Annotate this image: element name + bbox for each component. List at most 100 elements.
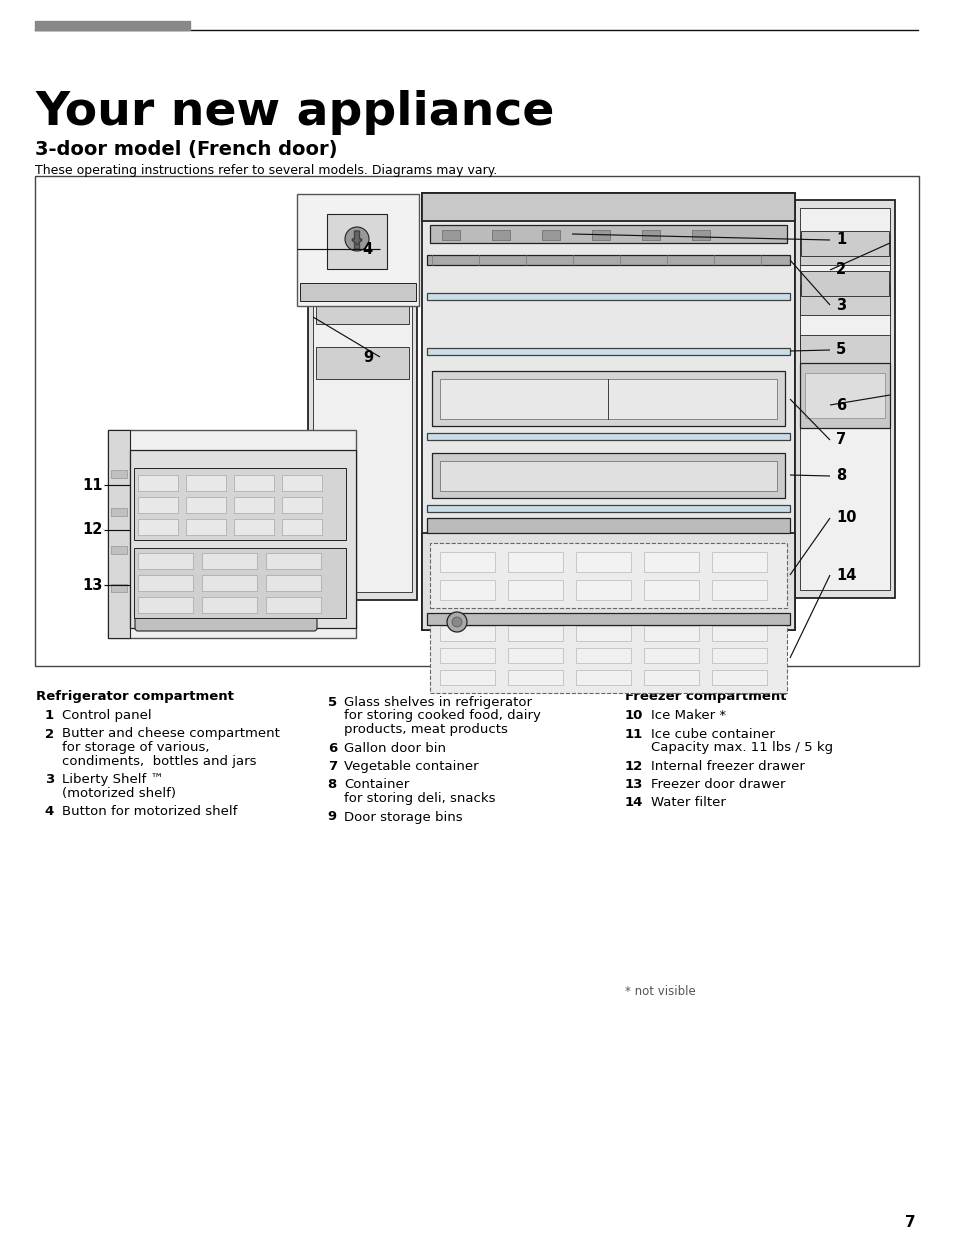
Circle shape [447,613,467,632]
Text: Refrigerator compartment: Refrigerator compartment [36,690,233,703]
Bar [576,671,630,685]
Text: Internal freezer drawer: Internal freezer drawer [650,760,804,773]
Bar [108,430,130,638]
Text: Door storage bins: Door storage bins [344,810,462,824]
Bar [430,225,786,243]
Text: 8: 8 [328,778,336,792]
Bar [427,517,789,534]
Text: 10: 10 [835,510,856,526]
Text: condiments,  bottles and jars: condiments, bottles and jars [62,755,256,767]
Text: Button for motorized shelf: Button for motorized shelf [62,805,237,818]
Bar [711,580,766,600]
Bar [111,546,127,555]
Bar [643,552,699,572]
Text: 6: 6 [835,398,845,412]
Bar [138,496,178,513]
Bar [643,580,699,600]
Circle shape [345,227,369,251]
Bar [186,519,226,535]
Bar [186,496,226,513]
Bar [35,21,190,30]
Bar [111,471,127,478]
Text: 13: 13 [83,578,103,593]
Bar [108,430,355,638]
Text: Your new appliance: Your new appliance [35,90,554,135]
Bar [800,363,889,429]
Bar [439,626,495,641]
Text: for storage of various,: for storage of various, [62,741,210,755]
Text: Ice cube container: Ice cube container [650,727,774,741]
Bar [233,519,274,535]
Text: 1: 1 [835,232,845,247]
Bar [233,496,274,513]
Bar [427,348,789,354]
Bar [266,553,320,569]
Bar [576,648,630,663]
FancyArrow shape [352,235,361,249]
Text: 3-door model (French door): 3-door model (French door) [35,140,337,159]
Bar [421,534,794,630]
Text: for storing deli, snacks: for storing deli, snacks [344,792,495,805]
Bar [507,580,562,600]
Bar [804,373,884,417]
Text: 2: 2 [45,727,54,741]
Bar [507,648,562,663]
Bar [138,519,178,535]
Bar [233,475,274,492]
Bar [138,597,193,613]
Text: products, meat products: products, meat products [344,722,507,736]
Text: 1: 1 [45,709,54,722]
Bar [800,285,889,315]
Bar [643,626,699,641]
Text: Water filter: Water filter [650,797,725,809]
Bar [576,552,630,572]
Bar [111,508,127,516]
Bar [299,283,416,301]
Bar [711,552,766,572]
Bar [130,450,355,629]
Bar [541,230,559,240]
Text: 12: 12 [83,522,103,537]
Text: 7: 7 [328,760,336,773]
Bar [427,613,789,625]
Bar [432,453,784,498]
Text: Freezer door drawer: Freezer door drawer [650,778,784,790]
Text: 11: 11 [82,478,103,493]
FancyArrow shape [352,231,361,245]
Text: 6: 6 [328,741,336,755]
Bar [439,461,776,492]
Bar [439,379,776,419]
Text: Butter and cheese compartment: Butter and cheese compartment [62,727,279,741]
Bar [315,237,409,269]
Text: Container: Container [344,778,409,792]
Bar [133,548,346,618]
Bar [800,235,889,266]
Bar [441,230,459,240]
Text: 4: 4 [45,805,54,818]
Text: Freezer compartment: Freezer compartment [624,690,785,703]
Bar [202,597,256,613]
Bar [439,671,495,685]
Bar [282,519,322,535]
Bar [296,194,418,306]
Bar [138,553,193,569]
Bar [430,543,786,608]
Bar [801,231,888,256]
Bar [576,626,630,641]
Text: 8: 8 [835,468,845,483]
Text: Capacity max. 11 lbs / 5 kg: Capacity max. 11 lbs / 5 kg [650,741,832,755]
Bar [643,648,699,663]
Bar [643,671,699,685]
Bar [507,552,562,572]
Bar [186,475,226,492]
Text: 7: 7 [904,1215,915,1230]
Text: 7: 7 [835,432,845,447]
Bar [266,597,320,613]
Text: Glass shelves in refrigerator: Glass shelves in refrigerator [344,697,532,709]
Bar [138,475,178,492]
Bar [800,335,889,366]
Text: 12: 12 [624,760,642,773]
Text: 14: 14 [624,797,642,809]
Text: 9: 9 [328,810,336,824]
Bar [315,291,409,324]
